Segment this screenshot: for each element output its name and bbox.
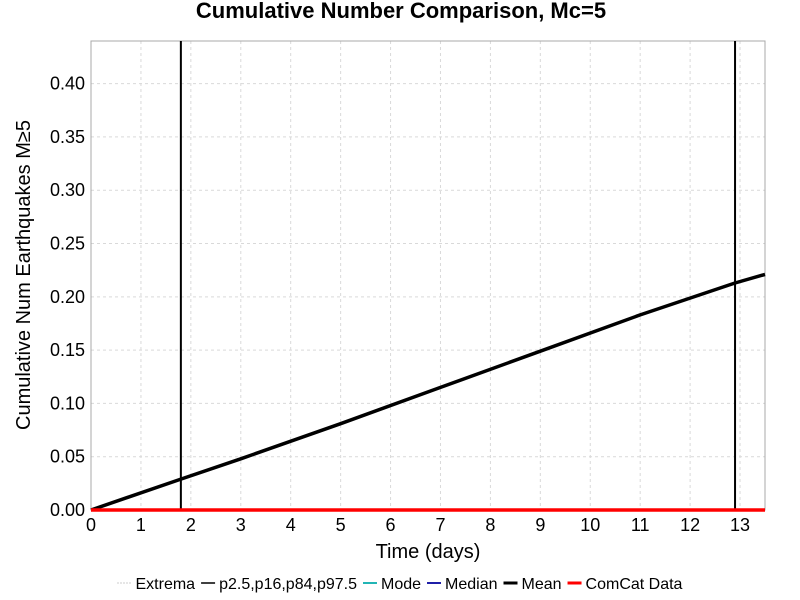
x-tick-label: 12 bbox=[680, 515, 700, 535]
legend-item: Mean bbox=[503, 576, 562, 593]
y-tick-label: 0.00 bbox=[50, 500, 85, 520]
series-line-mean bbox=[90, 272, 766, 512]
y-tick-label: 0.35 bbox=[50, 127, 85, 147]
y-axis-label: Cumulative Num Earthquakes M≥5 bbox=[13, 120, 35, 430]
x-axis-label: Time (days) bbox=[376, 541, 481, 563]
x-tick-label: 8 bbox=[485, 515, 495, 535]
legend-label: ComCat Data bbox=[586, 576, 683, 593]
x-tick-label: 1 bbox=[136, 515, 146, 535]
y-tick-label: 0.25 bbox=[50, 234, 85, 254]
legend-item: Extrema bbox=[117, 576, 196, 593]
x-tick-label: 7 bbox=[435, 515, 445, 535]
x-tick-label: 10 bbox=[580, 515, 600, 535]
legend-label: p2.5,p16,p84,p97.5 bbox=[219, 576, 357, 593]
legend-label: Mode bbox=[381, 576, 421, 593]
x-tick-label: 9 bbox=[535, 515, 545, 535]
grid-lines bbox=[90, 41, 765, 511]
legend-item: p2.5,p16,p84,p97.5 bbox=[201, 576, 357, 593]
x-tick-label: 3 bbox=[236, 515, 246, 535]
tick-labels: 0 1 2 3 4 5 6 7 8 9 10 11 12 130.000.050.100.150.200.… bbox=[50, 74, 750, 535]
legend-item: ComCat Data bbox=[567, 576, 683, 593]
x-tick-label: 6 bbox=[386, 515, 396, 535]
legend-item: Mode bbox=[362, 576, 421, 593]
x-tick-label: 2 bbox=[186, 515, 196, 535]
y-tick-label: 0.10 bbox=[50, 393, 85, 413]
chart-title: Cumulative Number Comparison, Mc=5 bbox=[196, 0, 606, 23]
y-tick-label: 0.30 bbox=[50, 180, 85, 200]
y-tick-label: 0.15 bbox=[50, 340, 85, 360]
x-tick-label: 13 bbox=[730, 515, 750, 535]
legend-label: Median bbox=[445, 576, 497, 593]
y-tick-label: 0.40 bbox=[50, 74, 85, 94]
y-tick-label: 0.05 bbox=[50, 447, 85, 467]
x-tick-label: 5 bbox=[336, 515, 346, 535]
y-tick-label: 0.20 bbox=[50, 287, 85, 307]
x-tick-label: 11 bbox=[631, 515, 650, 535]
legend-label: Mean bbox=[522, 576, 562, 593]
x-tick-label: 0 bbox=[86, 515, 96, 535]
series-lines bbox=[90, 41, 766, 512]
legend: Extrema p2.5,p16,p84,p97.5 Mode Median Mean C… bbox=[117, 576, 683, 593]
legend-label: Extrema bbox=[136, 576, 196, 593]
legend-item: Median bbox=[427, 576, 498, 593]
x-tick-label: 4 bbox=[286, 515, 296, 535]
